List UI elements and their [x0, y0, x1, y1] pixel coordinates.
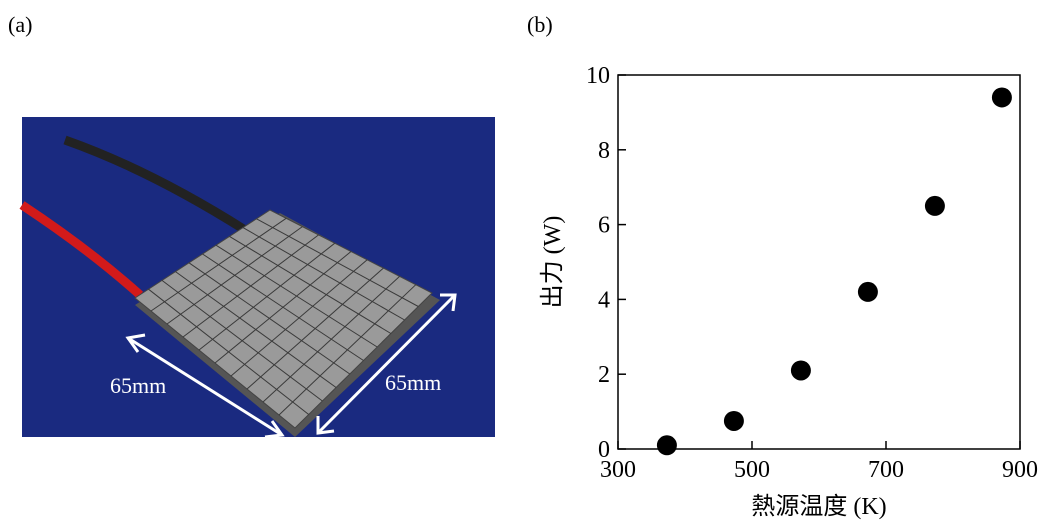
x-tick-label: 900 [1002, 457, 1038, 483]
tile-line [278, 284, 417, 416]
y-tick-label: 0 [598, 437, 610, 463]
x-tick-label: 300 [600, 457, 636, 483]
tile-line [214, 251, 352, 364]
tile-line [262, 276, 400, 403]
y-axis-label: 出力 (W) [539, 216, 566, 309]
dimension-arrows [125, 293, 457, 439]
panel-label: (b) [527, 12, 553, 37]
y-tick-label: 8 [598, 138, 610, 164]
dimension-label: 65mm [385, 370, 441, 395]
black-wire [63, 135, 248, 234]
data-point [723, 410, 744, 431]
plot-frame [617, 74, 1021, 450]
y-tick-label: 6 [598, 213, 610, 239]
tile-line [229, 235, 392, 334]
x-tick-label: 500 [734, 457, 770, 483]
red-wire [19, 201, 144, 299]
data-point [656, 435, 677, 456]
tile-line [246, 267, 384, 390]
tile-line [256, 218, 419, 307]
y-tick-label: 4 [598, 287, 610, 313]
data-point [857, 281, 878, 302]
tile-line [242, 227, 405, 321]
y-tick-label: 2 [598, 362, 610, 388]
data-point [790, 360, 811, 381]
tile-line [230, 259, 368, 377]
y-tick-label: 10 [586, 63, 610, 89]
x-axis-label: 熱源温度 (K) [751, 493, 886, 520]
photo: 65mm 65mm [19, 117, 495, 439]
dimension-label: 65mm [110, 373, 166, 398]
x-tick-label: 700 [868, 457, 904, 483]
data-point [924, 195, 945, 216]
data-point [991, 87, 1012, 108]
module [134, 209, 433, 429]
tile-line [215, 244, 378, 348]
panel-label: (a) [8, 12, 32, 37]
